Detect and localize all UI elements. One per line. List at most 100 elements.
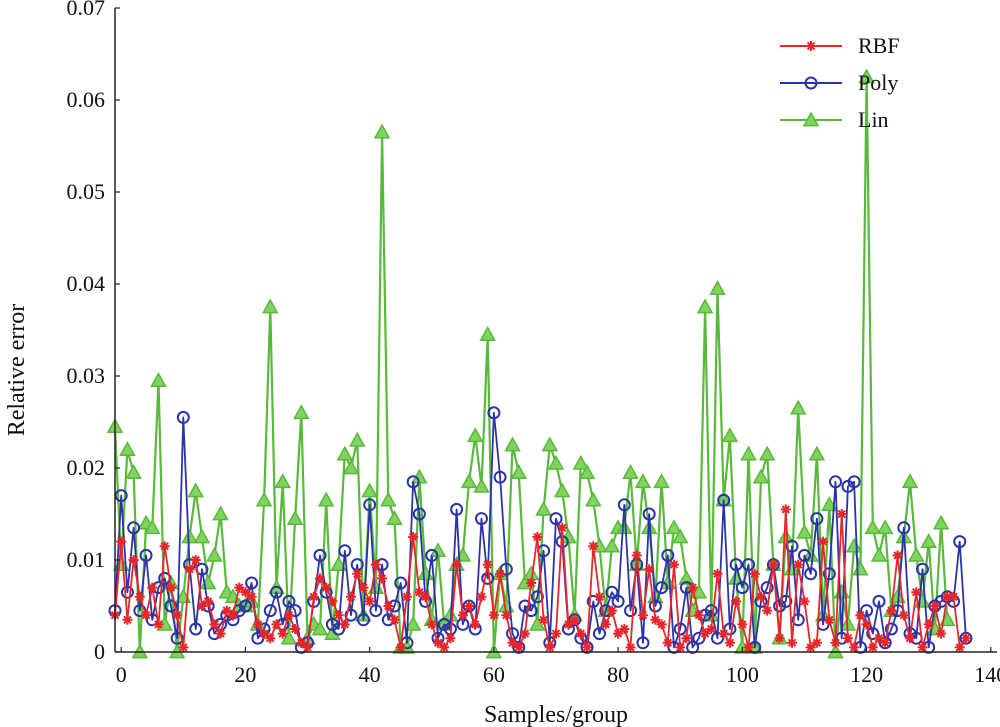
rbf-point xyxy=(116,536,127,547)
rbf-point xyxy=(557,522,568,533)
rbf-point xyxy=(464,601,475,611)
poly-point xyxy=(661,548,675,562)
rbf-point xyxy=(147,582,158,593)
rbf-point xyxy=(923,619,934,630)
rbf-point xyxy=(793,559,804,570)
lin-point xyxy=(634,473,652,489)
rbf-point xyxy=(538,614,549,625)
rbf-point xyxy=(259,628,270,639)
rbf-point xyxy=(432,637,443,648)
rbf-point xyxy=(867,642,878,653)
rbf-point xyxy=(327,596,338,607)
rbf-point xyxy=(172,610,183,621)
poly-point xyxy=(363,498,377,512)
rbf-point xyxy=(445,633,456,644)
poly-point xyxy=(481,571,495,585)
rbf-point xyxy=(687,582,698,593)
rbf-point xyxy=(283,610,294,621)
poly-point xyxy=(176,410,190,424)
lin-point xyxy=(373,123,391,139)
lin-point xyxy=(504,436,521,452)
poly-point xyxy=(760,581,774,595)
rbf-point xyxy=(128,555,139,565)
rbf-point xyxy=(631,550,642,561)
poly-point xyxy=(829,475,843,489)
lin-point xyxy=(143,519,161,535)
poly-point xyxy=(338,544,352,558)
rbf-point xyxy=(370,559,381,570)
rbf-point xyxy=(898,610,909,621)
rbf-point xyxy=(718,628,729,639)
rbf-point xyxy=(563,619,574,630)
rbf-point xyxy=(420,591,431,602)
poly-point xyxy=(611,594,625,608)
lin-point xyxy=(572,454,590,470)
lin-point xyxy=(206,546,223,562)
poly-point xyxy=(810,512,824,526)
poly-point xyxy=(524,604,538,618)
lin-point xyxy=(584,491,602,507)
y-tick-label: 0.01 xyxy=(67,547,106,572)
y-tick-label: 0.03 xyxy=(67,363,106,388)
x-axis-title: Samples/group xyxy=(484,702,628,727)
lin-point xyxy=(665,519,683,535)
rbf-point xyxy=(656,619,667,630)
lin-point xyxy=(380,491,397,507)
lin-point xyxy=(386,510,403,525)
poly-point xyxy=(915,562,929,576)
lin-point xyxy=(758,445,776,461)
lin-point xyxy=(336,445,354,461)
rbf-point xyxy=(582,642,593,653)
rbf-point xyxy=(917,642,928,653)
rbf-point xyxy=(911,587,922,598)
rbf-point xyxy=(358,582,369,593)
lin-point xyxy=(901,473,919,489)
poly-point xyxy=(164,599,178,613)
lin-point xyxy=(821,496,838,512)
rbf-point xyxy=(439,642,450,653)
rbf-point xyxy=(184,564,195,575)
rbf-point xyxy=(346,591,357,602)
poly-point xyxy=(791,613,805,627)
rbf-point xyxy=(755,591,766,602)
rbf-point xyxy=(700,628,711,639)
y-tick-label: 0 xyxy=(94,639,105,664)
poly-point xyxy=(394,576,408,590)
rbf-point xyxy=(395,642,406,653)
rbf-point xyxy=(482,559,493,570)
rbf-point xyxy=(762,605,773,616)
rbf-point xyxy=(141,610,152,621)
lin-point xyxy=(119,441,136,456)
rbf-point xyxy=(302,642,313,653)
rbf-point xyxy=(929,601,940,611)
lin-point xyxy=(907,546,925,562)
lin-point xyxy=(845,537,863,553)
poly-point xyxy=(822,567,836,581)
rbf-point xyxy=(265,633,276,644)
lin-point xyxy=(274,473,291,489)
rbf-point xyxy=(551,628,561,639)
poly-point xyxy=(530,590,544,604)
poly-point xyxy=(170,631,184,645)
poly-point xyxy=(189,622,203,636)
rbf-point xyxy=(774,633,785,644)
lin-point xyxy=(342,459,360,475)
rbf-point xyxy=(799,596,810,607)
poly-point xyxy=(704,604,718,618)
lin-point xyxy=(671,528,689,544)
x-tick-label: 40 xyxy=(359,662,381,687)
poly-point xyxy=(313,548,327,562)
lin-point xyxy=(150,372,167,387)
lin-point xyxy=(603,537,621,553)
poly-point xyxy=(804,567,818,581)
rbf-point xyxy=(787,637,798,648)
rbf-point xyxy=(196,601,207,611)
lin-point xyxy=(789,399,807,415)
poly-point xyxy=(369,604,383,618)
legend-marker xyxy=(806,41,816,51)
lin-point xyxy=(535,500,552,516)
poly-point xyxy=(624,604,638,618)
legend-label: Lin xyxy=(858,107,889,132)
lin-point xyxy=(330,556,347,571)
poly-point xyxy=(245,576,259,590)
